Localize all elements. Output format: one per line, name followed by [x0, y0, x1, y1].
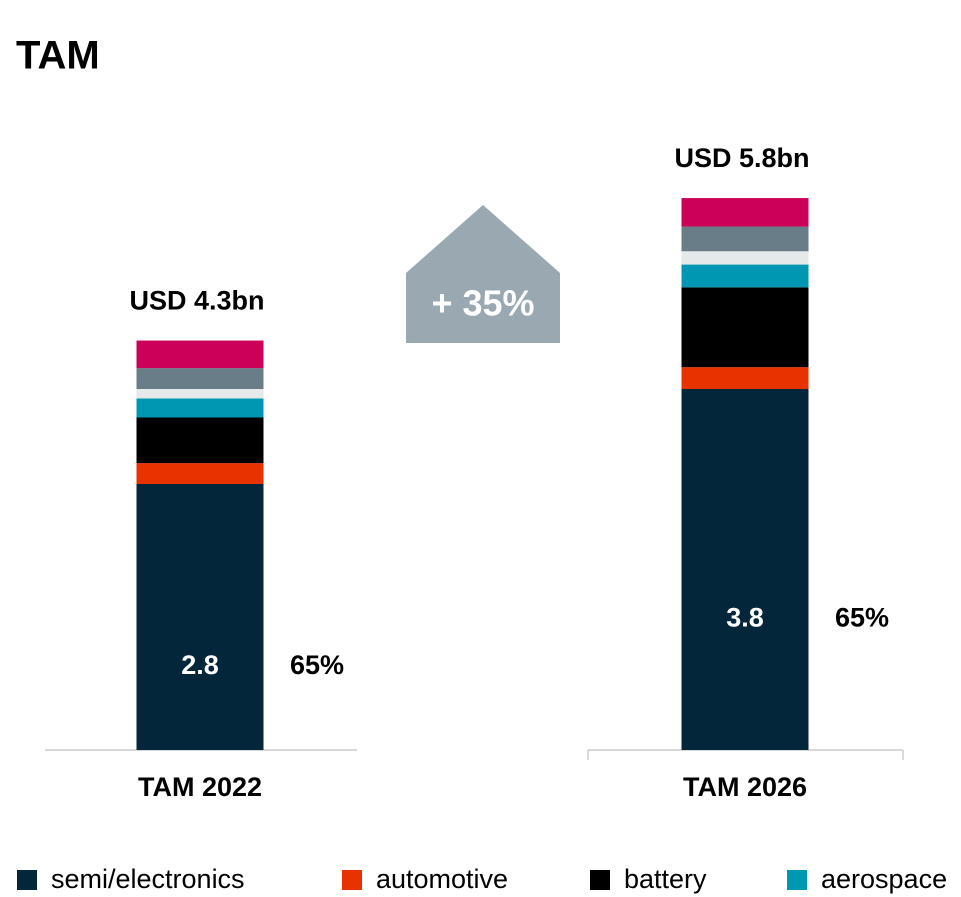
bar-segment	[136, 417, 264, 464]
legend-swatch	[590, 870, 610, 890]
growth-label: + 35%	[431, 283, 534, 324]
x-tick-label: TAM 2022	[138, 772, 262, 802]
share-label: 65%	[835, 603, 889, 633]
bar-segment	[136, 484, 264, 750]
legend-label: semi/electronics	[51, 864, 245, 894]
bar-segment	[681, 367, 809, 389]
total-label: USD 5.8bn	[674, 143, 809, 173]
legend-label: automotive	[376, 864, 508, 894]
bar-segment	[136, 340, 264, 369]
legend-label: battery	[624, 864, 707, 894]
bar-segment	[136, 389, 264, 399]
x-tick-label: TAM 2026	[683, 772, 807, 802]
share-label: 65%	[290, 650, 344, 680]
data-label: 2.8	[181, 650, 219, 680]
legend-swatch	[17, 870, 37, 890]
bar-segment	[136, 463, 264, 484]
chart-title: TAM	[16, 34, 100, 78]
legend-label: aerospace	[821, 864, 947, 894]
bar-segment	[681, 198, 809, 227]
legend-swatch	[787, 870, 807, 890]
bar-segment	[681, 287, 809, 368]
bar-segment	[681, 226, 809, 252]
legend-swatch	[342, 870, 362, 890]
data-label: 3.8	[726, 603, 764, 633]
bar-segment	[136, 368, 264, 389]
total-label: USD 4.3bn	[129, 286, 264, 316]
bar-segment	[681, 264, 809, 288]
bar-segment	[681, 389, 809, 750]
bar-segment	[136, 398, 264, 418]
growth-arrow	[406, 205, 560, 343]
bar-segment	[681, 251, 809, 265]
